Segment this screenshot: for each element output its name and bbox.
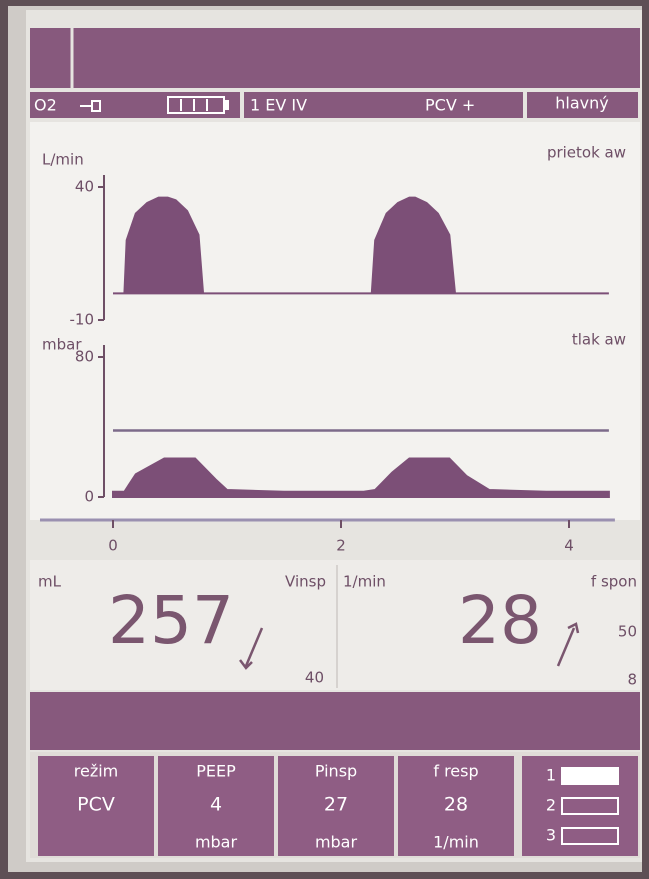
setting-unit: 1/min bbox=[433, 833, 479, 852]
flow-unit: L/min bbox=[42, 151, 84, 169]
readout-unit: mL bbox=[38, 573, 62, 591]
readout-unit: 1/min bbox=[343, 573, 386, 591]
pressure-name: tlak aw bbox=[572, 331, 626, 349]
o2-label: O2 bbox=[34, 96, 57, 115]
flow-name: prietok aw bbox=[547, 144, 626, 162]
setting-value: 28 bbox=[444, 794, 468, 816]
message-bar bbox=[30, 692, 640, 750]
screen-label[interactable]: hlavný bbox=[555, 94, 608, 113]
status-box bbox=[30, 92, 240, 118]
setting-label: režim bbox=[74, 762, 119, 781]
device-screen: O2 1 EV IV PCV + hlavný L/min prietok aw… bbox=[0, 0, 649, 879]
setting-value: 27 bbox=[324, 794, 348, 816]
screen-number[interactable]: 3 bbox=[546, 826, 556, 845]
x-tick-label: 4 bbox=[564, 537, 574, 555]
setting-label: Pinsp bbox=[315, 762, 357, 781]
screen-number[interactable]: 2 bbox=[546, 796, 556, 815]
setting-value: 4 bbox=[210, 794, 222, 816]
readout-label: f spon bbox=[591, 573, 637, 591]
setting-label: PEEP bbox=[196, 762, 236, 781]
x-tick-label: 2 bbox=[336, 537, 346, 555]
setting-unit: mbar bbox=[195, 833, 238, 852]
setting-value: PCV bbox=[77, 794, 115, 816]
readout-limit: 8 bbox=[627, 671, 637, 689]
y-tick-label: 40 bbox=[75, 178, 94, 196]
x-tick-label: 0 bbox=[108, 537, 118, 555]
y-tick-label: -10 bbox=[70, 311, 95, 329]
readout-value: 257 bbox=[108, 582, 234, 659]
readout-value: 28 bbox=[458, 582, 542, 659]
readout-limit: 50 bbox=[618, 623, 637, 641]
page: {"status_bar": {"o2": "O2", "event": "1 … bbox=[0, 0, 649, 879]
waveform-area bbox=[30, 122, 640, 520]
mode-label: PCV + bbox=[425, 96, 475, 115]
readout-limit: 40 bbox=[305, 669, 324, 687]
setting-label: f resp bbox=[433, 762, 478, 781]
event-label: 1 EV IV bbox=[250, 96, 307, 115]
setting-unit: mbar bbox=[315, 833, 358, 852]
screen-slot[interactable] bbox=[562, 768, 618, 784]
header-bar bbox=[30, 28, 640, 88]
readout-label: Vinsp bbox=[285, 573, 326, 591]
y-tick-label: 0 bbox=[84, 488, 94, 506]
screen-number[interactable]: 1 bbox=[546, 766, 556, 785]
y-tick-label: 80 bbox=[75, 348, 94, 366]
